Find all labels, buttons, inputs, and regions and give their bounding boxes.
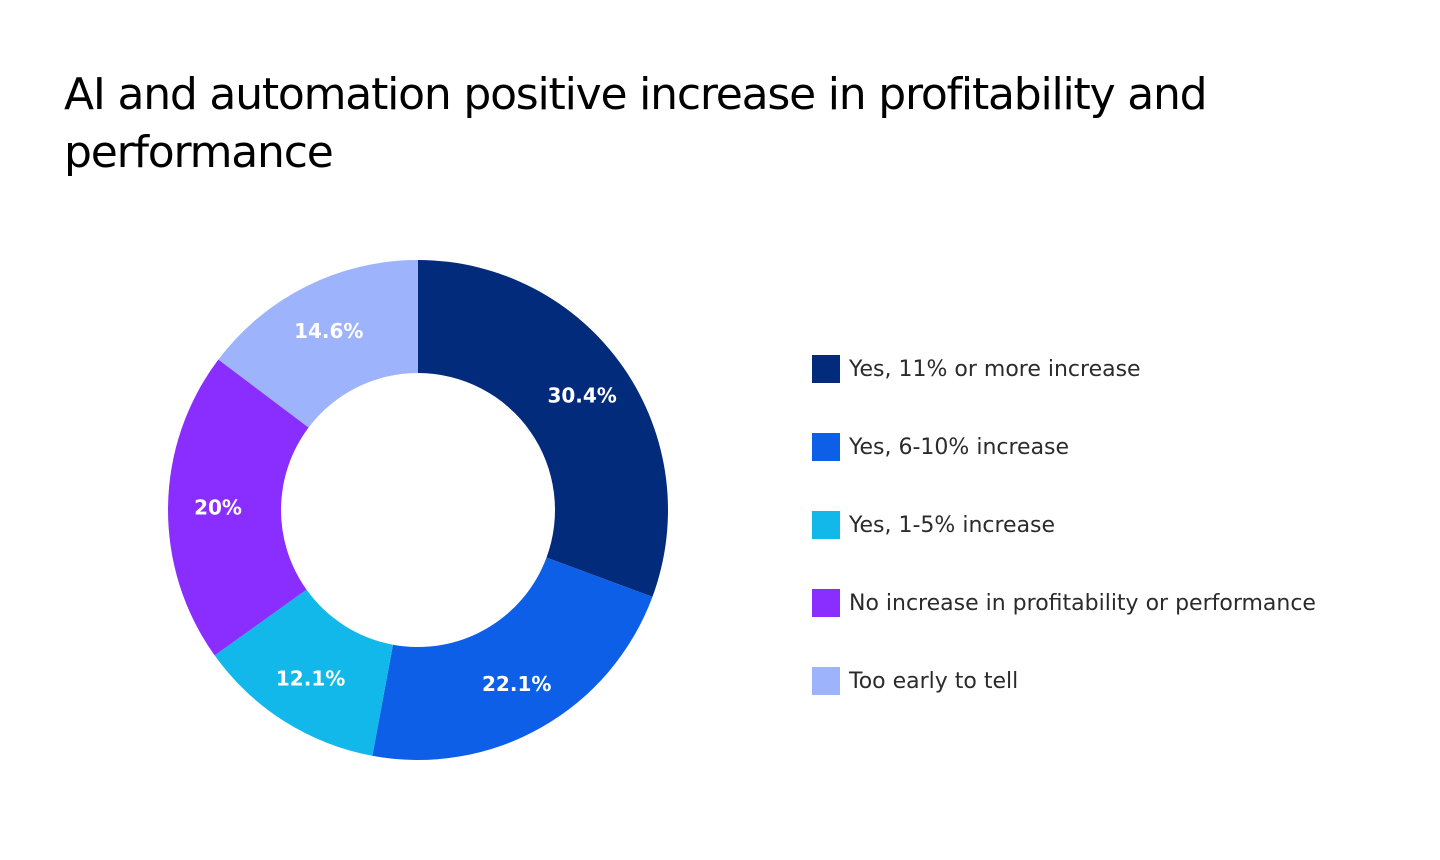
slice-data-label-2: 22.1% bbox=[482, 672, 551, 696]
legend-label: Yes, 11% or more increase bbox=[849, 356, 1141, 382]
donut-slices bbox=[167, 260, 669, 760]
legend-swatch bbox=[812, 355, 840, 383]
legend-item: Yes, 1-5% increase bbox=[812, 486, 1316, 564]
slice-data-label-1: 30.4% bbox=[547, 384, 616, 408]
slice-data-label-3: 12.1% bbox=[276, 667, 345, 691]
legend-item: Too early to tell bbox=[812, 642, 1316, 720]
legend-item: No increase in profitability or performa… bbox=[812, 564, 1316, 642]
slice-data-label-4: 20% bbox=[194, 495, 242, 519]
legend-label: Yes, 6-10% increase bbox=[849, 434, 1070, 460]
donut-slice-4 bbox=[167, 359, 309, 656]
donut-slice-5 bbox=[218, 260, 418, 428]
donut-slice-labels: 30.4% 22.1% 12.1% 20% 14.6% bbox=[194, 319, 617, 696]
chart-title: AI and automation positive increase in p… bbox=[64, 69, 1208, 178]
chart-legend: Yes, 11% or more increase Yes, 6-10% incr… bbox=[812, 330, 1316, 720]
legend-swatch bbox=[812, 433, 840, 461]
donut-slice-2 bbox=[372, 557, 653, 760]
legend-label: Yes, 1-5% increase bbox=[849, 512, 1056, 538]
legend-item: Yes, 11% or more increase bbox=[812, 330, 1316, 408]
legend-swatch bbox=[812, 589, 840, 617]
legend-label: Too early to tell bbox=[849, 668, 1019, 694]
legend-swatch bbox=[812, 511, 840, 539]
donut-slice-1 bbox=[418, 260, 669, 597]
donut-slice-3 bbox=[214, 589, 393, 756]
legend-swatch bbox=[812, 667, 840, 695]
legend-item: Yes, 6-10% increase bbox=[812, 408, 1316, 486]
legend-label: No increase in profitability or performa… bbox=[849, 590, 1316, 616]
slice-data-label-5: 14.6% bbox=[294, 319, 363, 343]
